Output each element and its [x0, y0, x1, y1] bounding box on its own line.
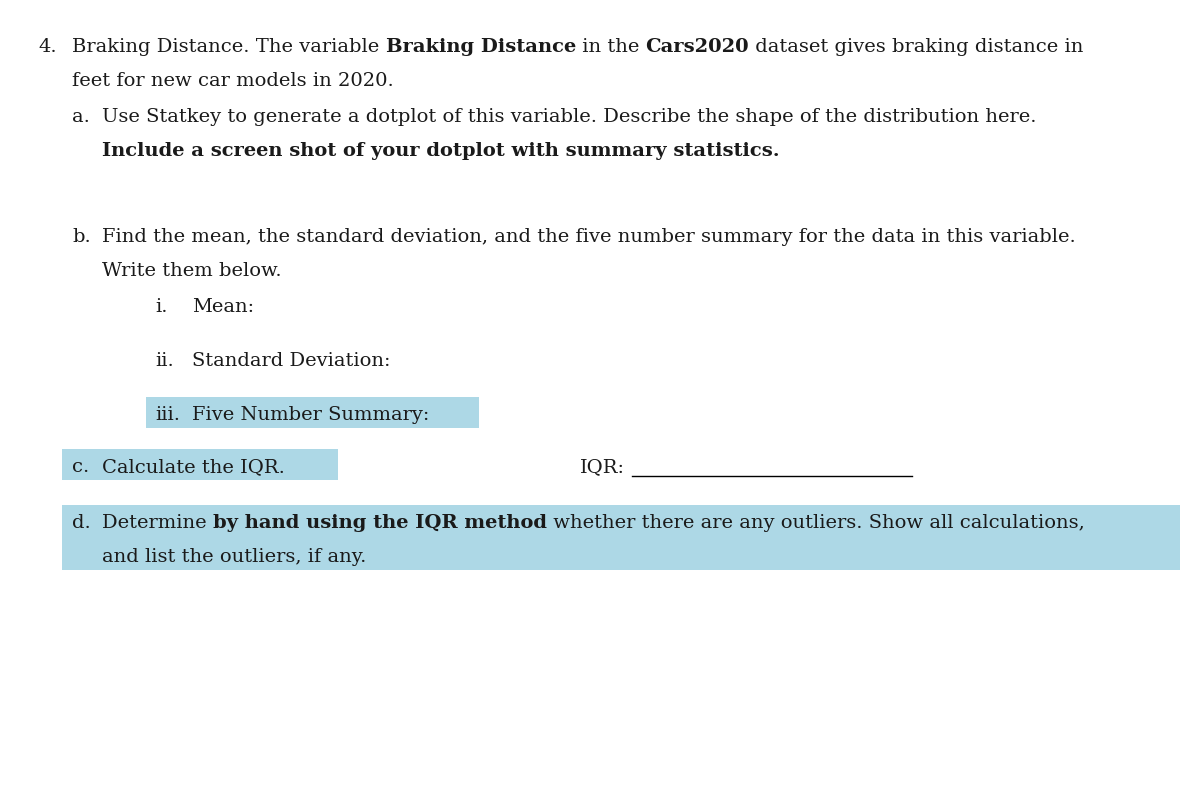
Text: IQR:: IQR: [580, 458, 625, 476]
Text: whether there are any outliers. Show all calculations,: whether there are any outliers. Show all… [547, 514, 1085, 532]
Text: Determine: Determine [102, 514, 212, 532]
Text: i.: i. [155, 298, 168, 316]
Text: Cars2020: Cars2020 [646, 38, 749, 56]
Text: Calculate the IQR.: Calculate the IQR. [102, 458, 284, 476]
Bar [62, 505, 1180, 570]
Text: by hand using the IQR method: by hand using the IQR method [212, 514, 547, 532]
Text: d.: d. [72, 514, 91, 532]
Text: Include a screen shot of your dotplot with summary statistics.: Include a screen shot of your dotplot wi… [102, 142, 780, 160]
Text: in the: in the [576, 38, 646, 56]
Text: iii.: iii. [155, 406, 180, 424]
Text: feet for new car models in 2020.: feet for new car models in 2020. [72, 72, 394, 90]
Text: b.: b. [72, 228, 91, 246]
Text: Write them below.: Write them below. [102, 262, 282, 280]
Bar [146, 397, 479, 428]
Text: Five Number Summary:: Five Number Summary: [192, 406, 430, 424]
Text: dataset gives braking distance in: dataset gives braking distance in [749, 38, 1084, 56]
Text: Find the mean, the standard deviation, and the five number summary for the data : Find the mean, the standard deviation, a… [102, 228, 1075, 246]
Text: Standard Deviation:: Standard Deviation: [192, 352, 390, 370]
Text: Braking Distance: Braking Distance [385, 38, 576, 56]
Text: a.: a. [72, 108, 90, 126]
Text: Use Statkey to generate a dotplot of this variable. Describe the shape of the di: Use Statkey to generate a dotplot of thi… [102, 108, 1037, 126]
Text: and list the outliers, if any.: and list the outliers, if any. [102, 548, 366, 566]
Text: Mean:: Mean: [192, 298, 254, 316]
Text: Braking Distance. The variable: Braking Distance. The variable [72, 38, 385, 56]
Bar [62, 449, 338, 480]
Text: ii.: ii. [155, 352, 174, 370]
Text: c.: c. [72, 458, 89, 476]
Text: 4.: 4. [38, 38, 56, 56]
